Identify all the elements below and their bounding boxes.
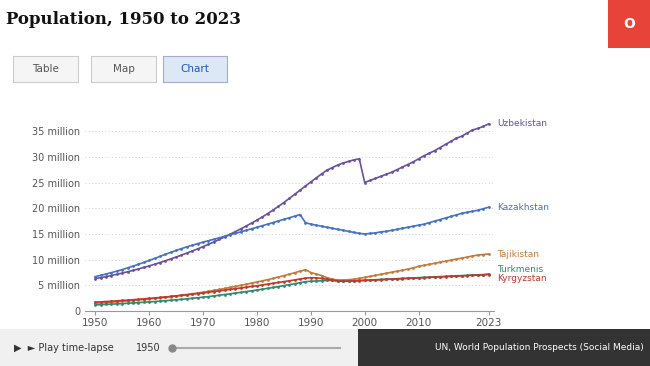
Text: Tajikistan: Tajikistan [497, 250, 539, 258]
Text: Table: Table [32, 64, 59, 74]
Text: Kazakhstan: Kazakhstan [497, 203, 549, 212]
Text: 1950: 1950 [136, 343, 161, 353]
Text: Uzbekistan: Uzbekistan [497, 119, 547, 128]
Text: O: O [623, 17, 635, 31]
Text: Population, 1950 to 2023: Population, 1950 to 2023 [6, 11, 242, 28]
Text: Turkmenis: Turkmenis [497, 265, 543, 274]
Text: Kyrgyzstan: Kyrgyzstan [497, 274, 547, 283]
Text: Chart: Chart [181, 64, 209, 74]
Text: UN, World Population Prospects (Social Media): UN, World Population Prospects (Social M… [436, 343, 644, 352]
Text: ▶  ► Play time-lapse: ▶ ► Play time-lapse [14, 343, 114, 353]
Text: Map: Map [112, 64, 135, 74]
